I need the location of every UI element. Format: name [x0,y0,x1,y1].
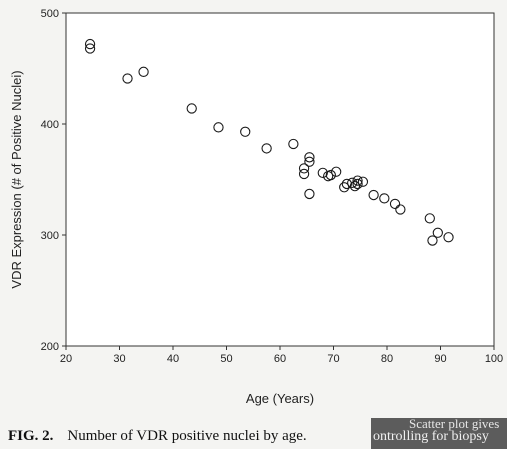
data-point [122,73,133,84]
data-point [317,167,328,178]
data-point [349,181,361,192]
x-tick-label: 80 [381,353,393,365]
figure-caption: FIG. 2. Number of VDR positive nuclei by … [8,428,307,445]
data-point [298,163,310,174]
data-point [368,189,379,201]
x-tick-label: 90 [434,353,446,365]
data-point [304,156,315,167]
data-point [424,213,435,224]
data-point [341,178,353,190]
x-tick-label: 50 [220,353,232,365]
data-point [443,232,454,243]
x-tick-label: 60 [274,353,286,365]
plot-area [65,12,495,347]
data-point [427,235,438,246]
x-tick-label: 40 [167,353,179,365]
data-point [84,38,96,50]
data-point [339,182,350,193]
data-point [304,188,315,200]
caption-text: Number of VDR positive nuclei by age. [67,428,307,444]
data-point [186,103,197,114]
x-tick-label: 70 [327,353,339,365]
data-point [298,168,310,180]
x-tick-label: 20 [60,353,72,365]
data-point [288,138,299,150]
data-point [84,43,96,54]
data-point [240,126,251,137]
data-point [331,166,342,177]
data-point [379,193,390,204]
data-point [389,198,401,210]
y-tick-label: 300 [41,230,59,242]
scatter-chart: 20 30 40 50 60 70 80 90 100 200 300 400 500 Age (Yea… [9,8,504,406]
y-tick-label: 400 [41,119,59,131]
data-point [213,122,224,133]
overlay-line-2: ontrolling for biopsy [373,429,489,444]
data-point [395,204,406,215]
x-axis-title: Age (Years) [246,391,314,406]
data-point [432,227,443,238]
data-point [347,177,358,188]
overlay-line-1: Scatter plot gives [409,418,500,431]
y-axis-title: VDR Expression (# of Positive Nuclei) [9,70,24,288]
y-tick-label: 200 [41,341,59,353]
data-points [84,38,454,246]
overlay-text-box: Scatter plot gives ontrolling for biopsy [371,418,507,449]
data-point [357,176,369,187]
y-tick-label: 500 [41,8,59,20]
data-point [352,178,363,190]
data-point [325,169,336,181]
x-tick-label: 100 [485,353,503,365]
data-point [304,152,315,163]
axis-ticks: 20 30 40 50 60 70 80 90 100 200 300 400 500 [41,8,504,365]
figure-label: FIG. 2. [8,428,54,444]
data-point [352,175,363,186]
x-tick-label: 30 [113,353,125,365]
data-point [138,66,149,77]
data-point [261,143,272,154]
